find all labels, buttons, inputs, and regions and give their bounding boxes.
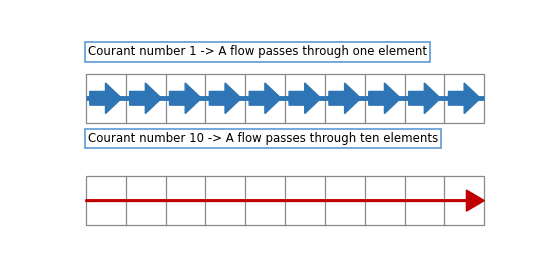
FancyArrow shape	[329, 83, 361, 114]
Text: Courant number 10 -> A flow passes through ten elements: Courant number 10 -> A flow passes throu…	[88, 132, 438, 145]
FancyArrow shape	[130, 83, 162, 114]
FancyArrow shape	[368, 83, 400, 114]
FancyArrow shape	[210, 83, 241, 114]
FancyArrow shape	[409, 83, 441, 114]
FancyArrow shape	[448, 83, 480, 114]
FancyArrow shape	[169, 83, 201, 114]
FancyArrow shape	[86, 190, 485, 211]
Text: Courant number 1 -> A flow passes through one element: Courant number 1 -> A flow passes throug…	[88, 45, 427, 58]
FancyArrow shape	[289, 83, 321, 114]
Bar	[86, 74, 485, 122]
FancyArrow shape	[90, 83, 122, 114]
FancyArrow shape	[249, 83, 281, 114]
Bar	[86, 176, 485, 225]
